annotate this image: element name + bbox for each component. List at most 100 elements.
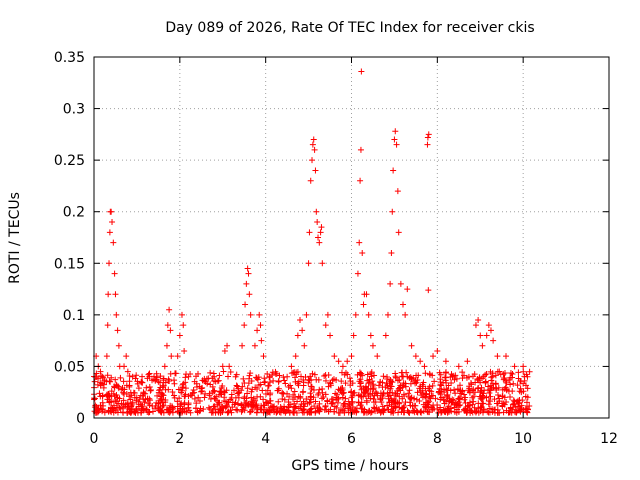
data-point (185, 373, 192, 380)
data-point (231, 387, 238, 394)
data-point (200, 406, 207, 413)
data-point (385, 395, 392, 402)
data-point (350, 332, 357, 339)
data-point (370, 395, 377, 402)
data-point (126, 406, 133, 413)
data-point (483, 332, 490, 339)
data-point (423, 404, 430, 411)
data-point (371, 399, 378, 406)
data-point (428, 392, 435, 399)
data-point (257, 393, 264, 400)
data-point (361, 389, 368, 396)
data-point (306, 229, 313, 236)
data-point (367, 370, 374, 377)
data-point (143, 384, 150, 391)
data-point (314, 219, 321, 226)
data-point (414, 389, 421, 396)
data-point (244, 265, 251, 272)
data-point (465, 387, 472, 394)
data-point (217, 407, 224, 414)
data-point (384, 375, 391, 382)
data-point (515, 375, 522, 382)
data-point (394, 387, 401, 394)
data-point (103, 353, 110, 360)
data-point (160, 377, 167, 384)
data-point (497, 371, 504, 378)
data-point (475, 409, 482, 416)
data-point (397, 280, 404, 287)
data-point (286, 393, 293, 400)
data-point (315, 234, 322, 241)
data-point (432, 395, 439, 402)
data-point (196, 398, 203, 405)
data-point (219, 383, 226, 390)
data-point (260, 353, 267, 360)
data-point (420, 379, 427, 386)
data-point (297, 317, 303, 324)
data-point (322, 391, 329, 398)
data-point (469, 394, 476, 401)
data-point (510, 397, 517, 404)
data-point (321, 373, 328, 380)
data-point (254, 327, 261, 334)
data-point (318, 224, 325, 231)
data-point (471, 371, 478, 378)
data-point (402, 399, 409, 406)
data-point (423, 390, 430, 397)
data-point (402, 380, 409, 387)
data-point (259, 387, 266, 394)
data-point (283, 408, 290, 415)
data-point (216, 372, 223, 379)
data-point (526, 368, 533, 375)
data-point (450, 397, 457, 404)
data-point (281, 377, 288, 384)
data-point (440, 386, 447, 393)
data-point (138, 379, 145, 386)
data-point (408, 394, 415, 401)
data-point (256, 311, 263, 318)
data-point (381, 407, 388, 414)
data-point (110, 409, 117, 416)
data-point (380, 373, 387, 380)
data-point (156, 407, 163, 414)
data-point (127, 396, 134, 403)
data-point (379, 403, 386, 410)
data-point (487, 327, 494, 334)
data-point (477, 332, 484, 339)
data-point (115, 342, 122, 349)
data-point (451, 404, 458, 411)
data-point (207, 369, 214, 376)
data-point (201, 394, 208, 401)
data-point (333, 394, 340, 401)
data-point (302, 373, 309, 380)
data-point (372, 388, 379, 395)
data-point (174, 398, 181, 405)
data-point (239, 383, 246, 390)
data-point (123, 353, 130, 360)
data-point (311, 403, 318, 410)
y-tick-label: 0.05 (54, 359, 85, 375)
data-point (429, 372, 436, 379)
data-point (257, 322, 264, 329)
data-point (194, 408, 201, 415)
data-point (324, 397, 331, 404)
data-point (388, 403, 395, 410)
data-point (138, 406, 145, 413)
data-point (494, 353, 501, 360)
data-point (357, 177, 364, 184)
data-point (452, 390, 459, 397)
data-point (305, 379, 312, 386)
data-point (424, 409, 431, 416)
data-point (406, 409, 413, 416)
data-point (264, 371, 271, 378)
y-axis-label: ROTI / TECUs (7, 192, 23, 284)
data-point (308, 393, 315, 400)
data-point (307, 177, 314, 184)
data-point (170, 405, 177, 412)
data-point (293, 371, 300, 378)
data-point (212, 378, 219, 385)
data-point (239, 407, 246, 414)
data-point (300, 388, 307, 395)
data-point (311, 146, 318, 153)
data-point (104, 322, 111, 329)
